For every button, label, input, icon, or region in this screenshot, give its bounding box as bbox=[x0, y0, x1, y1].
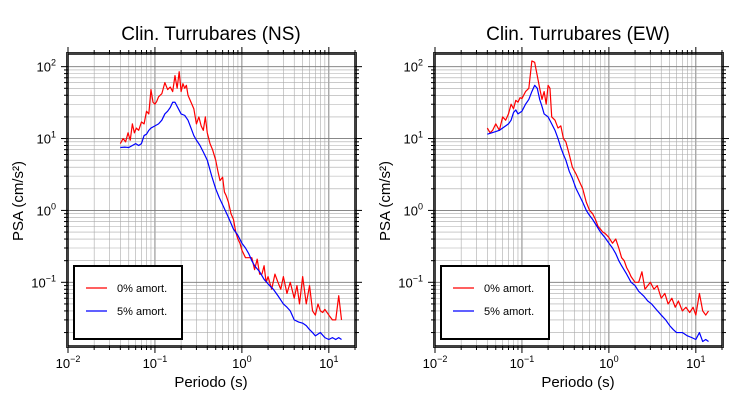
plot-frame-outer bbox=[66, 52, 357, 348]
x-tick-label: 10−1 bbox=[510, 354, 535, 371]
y-tick-label: 10−1 bbox=[31, 273, 56, 290]
chart-title: Clin. Turrubares (NS) bbox=[121, 24, 301, 45]
series-line-0 bbox=[119, 71, 343, 321]
x-tick-label: 100 bbox=[232, 354, 251, 371]
x-tick-label: 101 bbox=[686, 354, 705, 371]
plot-frame-outer bbox=[433, 52, 724, 348]
x-axis-label: Periodo (s) bbox=[174, 374, 247, 391]
y-tick-label: 10−1 bbox=[398, 273, 423, 290]
x-tick-label: 101 bbox=[319, 354, 338, 371]
y-tick-label: 100 bbox=[37, 201, 56, 218]
legend-box bbox=[440, 265, 550, 340]
legend: 0% amort. 5% amort. bbox=[73, 265, 183, 340]
x-axis-label: Periodo (s) bbox=[541, 374, 614, 391]
series-line-0 bbox=[486, 60, 710, 316]
x-tick-label: 10−2 bbox=[423, 354, 448, 371]
chart-title: Clin. Turrubares (EW) bbox=[486, 24, 670, 45]
plot-frame bbox=[67, 53, 356, 347]
y-axis-label: PSA (cm/s²) bbox=[377, 161, 394, 241]
chart-panel-ew: Clin. Turrubares (EW) Periodo (s) PSA (c… bbox=[377, 24, 729, 391]
legend: 0% amort. 5% amort. bbox=[440, 265, 550, 340]
y-tick-label: 101 bbox=[404, 130, 423, 147]
y-tick-label: 102 bbox=[404, 58, 423, 75]
x-tick-label: 100 bbox=[599, 354, 618, 371]
y-axis-label: PSA (cm/s²) bbox=[10, 161, 27, 241]
plot-frame bbox=[434, 53, 723, 347]
legend-label-1: 5% amort. bbox=[117, 306, 167, 318]
legend-box bbox=[73, 265, 183, 340]
y-tick-label: 100 bbox=[404, 201, 423, 218]
legend-label-0: 0% amort. bbox=[484, 283, 534, 295]
series-line-1 bbox=[487, 84, 709, 343]
chart-panel-ns: Clin. Turrubares (NS) Periodo (s) PSA (c… bbox=[10, 24, 362, 391]
legend-label-0: 0% amort. bbox=[117, 283, 167, 295]
series-line-1 bbox=[120, 101, 342, 341]
x-tick-label: 10−1 bbox=[143, 354, 168, 371]
y-tick-label: 101 bbox=[37, 130, 56, 147]
y-tick-label: 102 bbox=[37, 58, 56, 75]
x-tick-label: 10−2 bbox=[56, 354, 81, 371]
legend-label-1: 5% amort. bbox=[484, 306, 534, 318]
